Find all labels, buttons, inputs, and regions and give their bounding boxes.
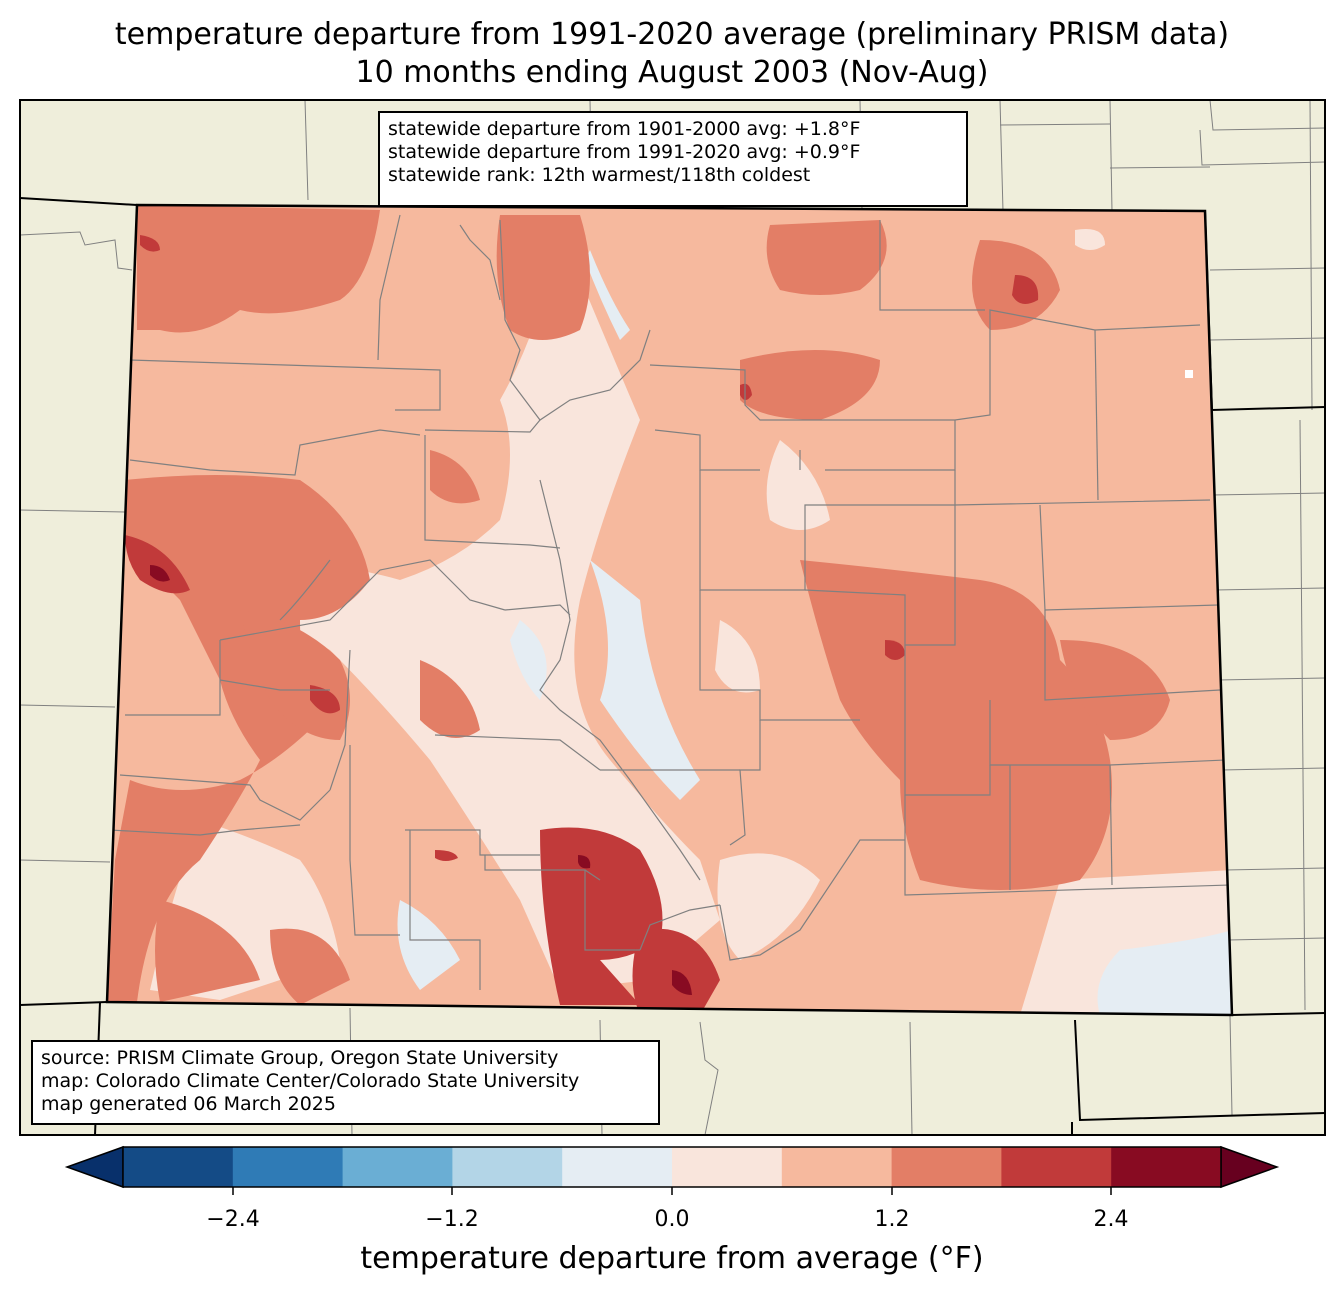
colorbar-ticks	[232, 1187, 1112, 1195]
colorbar-bin	[891, 1147, 1002, 1187]
colorbar-bin	[1001, 1147, 1112, 1187]
stats-departure-1901-2000: statewide departure from 1901-2000 avg: …	[388, 118, 861, 140]
colorbar-tick-label: 1.2	[874, 1207, 910, 1232]
stats-rank: statewide rank: 12th warmest/118th colde…	[388, 164, 811, 186]
source-attribution-box: source: PRISM Climate Group, Oregon Stat…	[31, 1040, 660, 1125]
county-lines	[109, 214, 1231, 990]
colorbar-bin	[123, 1147, 234, 1187]
colorbar-bin	[232, 1147, 344, 1187]
colorbar	[64, 1145, 1280, 1195]
colorbar-tick-label: 2.4	[1093, 1207, 1129, 1232]
colorbar-tick-label: 0.0	[654, 1207, 690, 1232]
generated-date-line: map generated 06 March 2025	[41, 1093, 336, 1115]
statewide-stats-box: statewide departure from 1901-2000 avg: …	[378, 111, 968, 207]
colorbar-bin	[342, 1147, 453, 1187]
colorbar-bin	[562, 1147, 673, 1187]
temperature-field	[107, 205, 1232, 1015]
colorado-border	[105, 203, 1234, 1017]
colorbar-bin	[452, 1147, 563, 1187]
map-frame-outline	[19, 99, 1326, 1136]
map-title-line1: temperature departure from 1991-2020 ave…	[114, 17, 1230, 52]
source-line: source: PRISM Climate Group, Oregon Stat…	[41, 1047, 559, 1069]
colorbar-bin	[1111, 1147, 1222, 1187]
colorbar-max-arrow	[1220, 1145, 1280, 1189]
colorbar-tick-label: −1.2	[425, 1207, 479, 1232]
stats-departure-1991-2020: statewide departure from 1991-2020 avg: …	[388, 141, 861, 163]
map-credit-line: map: Colorado Climate Center/Colorado St…	[41, 1070, 580, 1092]
colorbar-label: temperature departure from average (°F)	[360, 1241, 984, 1276]
colorbar-bin	[781, 1147, 893, 1187]
colorbar-tick-label: −2.4	[206, 1207, 260, 1232]
map-title-line2: 10 months ending August 2003 (Nov-Aug)	[355, 55, 989, 90]
colorbar-bin	[672, 1147, 783, 1187]
colorbar-min-arrow	[64, 1145, 124, 1189]
